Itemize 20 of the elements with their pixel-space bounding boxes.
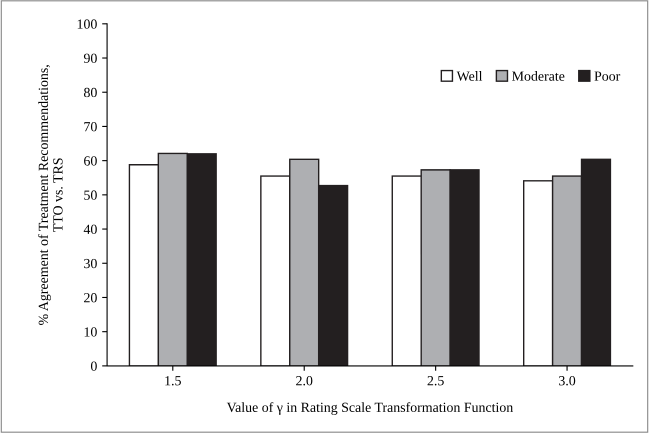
y-tick-label: 50 [84,190,97,200]
y-tick-label: 80 [84,88,97,98]
y-tick-label: 90 [84,54,97,63]
x-axis-title: Value of γ in Rating Scale Transformation Function [226,402,514,415]
x-tick-label: 2.5 [428,376,444,386]
x-tick-label: 3.0 [559,376,576,386]
x-tick-label: 2.0 [296,376,312,386]
y-tick-label: 70 [84,122,97,132]
y-axis-title: % Agreement of Treatment Recommendations, TTO vs. TRS [38,65,63,325]
legend-label: Moderate [512,71,564,81]
y-tick-label: 10 [84,327,97,337]
y-tick-label: 60 [84,156,97,166]
y-tick-label: 0 [90,361,97,371]
y-tick-label: 30 [84,258,97,268]
y-tick-label: 40 [84,224,97,234]
x-tick-label: 1.5 [165,376,181,386]
legend-label: Well [456,71,482,81]
y-tick-label: 100 [78,19,97,29]
legend-label: Poor [594,72,620,81]
y-tick-label: 20 [84,293,97,302]
